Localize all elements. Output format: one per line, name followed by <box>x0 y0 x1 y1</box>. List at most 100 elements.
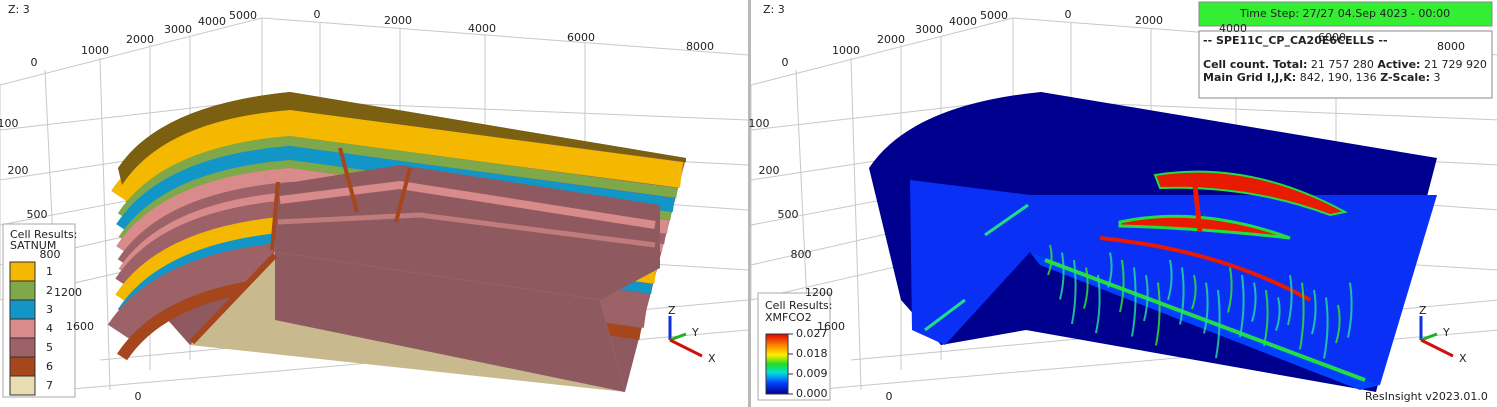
time-step-box <box>1198 1 1493 27</box>
color-bar-label: 0.000 <box>796 387 828 400</box>
cut-floor-layer <box>275 252 625 392</box>
value: 842, 190, 136 <box>1300 71 1377 84</box>
faults <box>270 147 412 251</box>
layer <box>116 145 675 232</box>
streak <box>1059 252 1065 300</box>
color-bar-label: 0.027 <box>796 327 828 340</box>
legend-swatch <box>9 299 36 320</box>
streak <box>1179 267 1185 325</box>
layer <box>116 167 670 254</box>
axis-triad: Z YX <box>1419 304 1467 365</box>
grid-line <box>850 57 862 391</box>
z-scale-label: Z: 3 <box>763 3 785 16</box>
streak <box>1095 274 1101 334</box>
axis-label: 0 <box>1065 8 1072 21</box>
streak <box>1071 259 1077 325</box>
label: Cell count. Total: <box>1203 58 1307 71</box>
legend-title: Cell Results: <box>10 228 77 241</box>
axis-label: 100 <box>749 117 770 130</box>
axis-label: 2000 <box>877 33 905 46</box>
label: Main Grid I,J,K: <box>1203 71 1296 84</box>
grid-line <box>0 17 263 86</box>
axis-label: 4000 <box>468 22 496 35</box>
grid-line <box>750 17 1014 86</box>
plume <box>1153 170 1348 217</box>
grid-info: Main Grid I,J,K: 842, 190, 136 Z-Scale: … <box>1203 71 1441 84</box>
axis-label: 0 <box>135 390 142 403</box>
streak <box>1143 274 1149 322</box>
streak <box>1335 304 1341 344</box>
axis-label: 1600 <box>66 320 94 333</box>
legend-swatch <box>9 261 36 282</box>
axis-label: 6000 <box>1318 31 1346 44</box>
axis-label: 2000 <box>126 33 154 46</box>
value: 21 757 280 <box>1311 58 1374 71</box>
streak <box>1299 282 1305 350</box>
axis-label: 1200 <box>805 286 833 299</box>
right-view[interactable]: Z: 3 Time Step: 27/27 04.Sep 4023 - 00:0… <box>749 1 1497 403</box>
axis-label: 4000 <box>949 15 977 28</box>
axis-triad-label: Z <box>668 304 676 317</box>
axis-triad: Z YX <box>668 304 716 365</box>
streak <box>1047 244 1053 276</box>
streak <box>1287 274 1293 326</box>
label: Active: <box>1377 58 1420 71</box>
y-axis <box>1420 332 1438 342</box>
streak <box>1251 282 1257 322</box>
axis-triad-label: X <box>708 352 716 365</box>
axis-label: 0 <box>314 8 321 21</box>
streak <box>1155 282 1161 346</box>
streak <box>1227 267 1233 313</box>
axis-label: 1600 <box>817 320 845 333</box>
front-face <box>910 180 1030 345</box>
streak <box>1203 282 1209 334</box>
view-separator <box>748 0 751 407</box>
axis-label: 100 <box>0 117 19 130</box>
color-bar <box>765 333 789 395</box>
streak <box>1311 289 1317 335</box>
value: 21 729 920 <box>1424 58 1487 71</box>
streak <box>1215 289 1221 359</box>
legend-swatch <box>9 356 36 377</box>
streak <box>1323 297 1329 359</box>
legend-label: 4 <box>46 322 53 335</box>
cut-wall <box>275 165 660 300</box>
axis-label: 5000 <box>229 9 257 22</box>
legend-swatch <box>9 318 36 339</box>
axis-triad-label: Z <box>1419 304 1427 317</box>
axis-label: 2000 <box>384 14 412 27</box>
grid-line <box>261 17 749 56</box>
axis-label: 800 <box>40 248 61 261</box>
axis-label: 200 <box>8 164 29 177</box>
layer <box>117 135 678 219</box>
legend-swatch <box>9 280 36 301</box>
axis-triad-label: Y <box>691 326 699 339</box>
axis-label: 5000 <box>980 9 1008 22</box>
axis-label: 1200 <box>54 286 82 299</box>
axis-label: 0 <box>31 56 38 69</box>
streak <box>1191 274 1197 310</box>
layer <box>111 109 684 206</box>
x-axis <box>1420 338 1454 358</box>
axis-label: 500 <box>27 208 48 221</box>
legend-title: Cell Results: <box>765 299 832 312</box>
z-scale-label: Z: 3 <box>8 3 30 16</box>
axis-triad-label: Y <box>1442 326 1450 339</box>
cut-layer <box>277 212 656 248</box>
streak <box>1131 267 1137 337</box>
legend-label: 6 <box>46 360 53 373</box>
legend-result: XMFCO2 <box>765 311 812 324</box>
streak <box>1263 289 1269 347</box>
streak <box>1275 297 1281 331</box>
legend-label: 5 <box>46 341 53 354</box>
legend-label: 1 <box>46 265 53 278</box>
legend-swatch <box>9 337 36 358</box>
streak <box>1347 282 1353 338</box>
plume <box>1099 236 1311 302</box>
axis-label: 8000 <box>686 40 714 53</box>
axis-label: 4000 <box>1219 22 1247 35</box>
